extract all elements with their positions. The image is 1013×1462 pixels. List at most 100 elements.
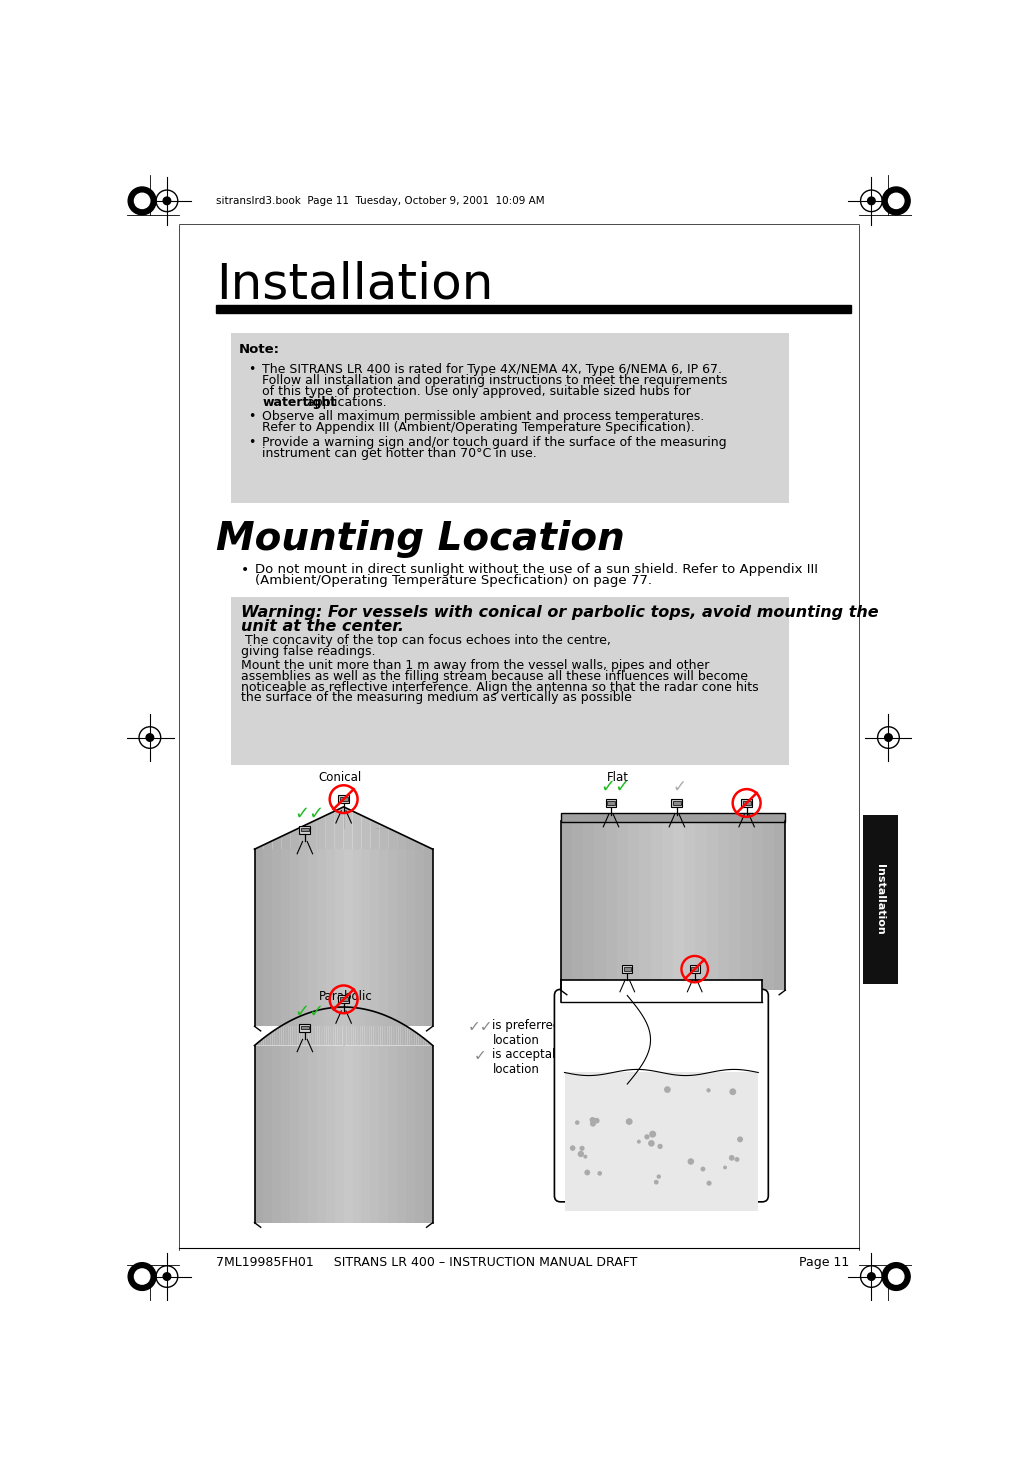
- Polygon shape: [296, 1018, 298, 1045]
- Circle shape: [723, 1165, 727, 1170]
- Circle shape: [648, 1140, 654, 1146]
- Circle shape: [888, 193, 904, 209]
- Circle shape: [583, 1155, 588, 1158]
- Polygon shape: [420, 1035, 422, 1045]
- Text: •: •: [248, 411, 255, 424]
- Polygon shape: [375, 1012, 377, 1045]
- Bar: [353, 849, 362, 1026]
- Polygon shape: [388, 1016, 390, 1045]
- Polygon shape: [328, 1007, 330, 1045]
- Bar: [334, 849, 343, 1026]
- Bar: [353, 1045, 362, 1222]
- Bar: [300, 1023, 310, 1032]
- Text: The concavity of the top can focus echoes into the centre,: The concavity of the top can focus echoe…: [240, 635, 611, 648]
- Polygon shape: [415, 841, 423, 849]
- Bar: [661, 820, 673, 990]
- Polygon shape: [404, 1025, 406, 1045]
- Text: •: •: [248, 363, 255, 376]
- Text: applications.: applications.: [303, 396, 386, 409]
- Text: Mounting Location: Mounting Location: [216, 520, 624, 558]
- Text: Flat: Flat: [607, 770, 629, 784]
- Text: Do not mount in direct sunlight without the use of a sun shield. Refer to Append: Do not mount in direct sunlight without …: [254, 563, 817, 576]
- Bar: [863, 814, 898, 984]
- Bar: [572, 820, 583, 990]
- Circle shape: [626, 1118, 632, 1124]
- Bar: [415, 849, 423, 1026]
- Circle shape: [637, 1140, 641, 1143]
- Text: 7ML19985FH01     SITRANS LR 400 – INSTRUCTION MANUAL DRAFT: 7ML19985FH01 SITRANS LR 400 – INSTRUCTIO…: [216, 1256, 637, 1269]
- Text: Parabolic: Parabolic: [319, 990, 373, 1003]
- Polygon shape: [308, 820, 317, 849]
- Circle shape: [665, 1086, 671, 1094]
- Bar: [696, 820, 707, 990]
- Bar: [718, 820, 729, 990]
- Polygon shape: [289, 1020, 291, 1045]
- Bar: [282, 1045, 290, 1222]
- Circle shape: [729, 1088, 736, 1095]
- Bar: [317, 1045, 326, 1222]
- Polygon shape: [372, 1010, 374, 1045]
- Circle shape: [598, 1171, 602, 1175]
- Polygon shape: [343, 807, 353, 849]
- Text: is acceptable
location: is acceptable location: [492, 1048, 570, 1076]
- Text: The SITRANS LR 400 is rated for Type 4X/NEMA 4X, Type 6/NEMA 6, IP 67.: The SITRANS LR 400 is rated for Type 4X/…: [262, 363, 722, 376]
- Polygon shape: [423, 845, 433, 849]
- Bar: [308, 849, 317, 1026]
- Bar: [334, 1045, 343, 1222]
- Polygon shape: [348, 1007, 349, 1045]
- Bar: [684, 820, 696, 990]
- Text: •: •: [241, 563, 249, 576]
- Bar: [290, 849, 299, 1026]
- Bar: [639, 820, 650, 990]
- Text: watertight: watertight: [262, 396, 336, 409]
- Bar: [371, 1045, 379, 1222]
- Circle shape: [657, 1143, 663, 1149]
- Polygon shape: [317, 1010, 319, 1045]
- Text: sitranslrd3.book  Page 11  Tuesday, October 9, 2001  10:09 AM: sitranslrd3.book Page 11 Tuesday, Octobe…: [216, 196, 544, 206]
- Bar: [606, 800, 617, 807]
- Circle shape: [737, 1136, 744, 1142]
- Polygon shape: [267, 1034, 268, 1045]
- Polygon shape: [323, 1009, 325, 1045]
- Bar: [272, 849, 282, 1026]
- Bar: [362, 1045, 371, 1222]
- Bar: [254, 849, 263, 1026]
- Bar: [299, 1045, 308, 1222]
- Text: Warning: For vessels with conical or parbolic tops, avoid mounting the: Warning: For vessels with conical or par…: [240, 605, 878, 620]
- Bar: [362, 849, 371, 1026]
- Bar: [388, 1045, 397, 1222]
- Polygon shape: [293, 1019, 294, 1045]
- Circle shape: [570, 1145, 575, 1151]
- Circle shape: [882, 187, 910, 215]
- Bar: [607, 801, 615, 804]
- Polygon shape: [317, 816, 326, 849]
- Bar: [560, 820, 572, 990]
- Polygon shape: [282, 832, 290, 849]
- Polygon shape: [425, 1039, 427, 1045]
- Polygon shape: [398, 1022, 400, 1045]
- Polygon shape: [294, 1018, 296, 1045]
- Bar: [742, 800, 752, 807]
- Bar: [379, 1045, 388, 1222]
- Circle shape: [135, 1269, 150, 1284]
- Polygon shape: [344, 1007, 346, 1045]
- Polygon shape: [397, 832, 406, 849]
- Circle shape: [706, 1088, 711, 1092]
- Bar: [707, 820, 718, 990]
- Polygon shape: [368, 1010, 370, 1045]
- Polygon shape: [330, 1007, 332, 1045]
- Polygon shape: [305, 1013, 307, 1045]
- Polygon shape: [270, 1032, 272, 1045]
- Polygon shape: [418, 1034, 420, 1045]
- Bar: [263, 849, 272, 1026]
- Polygon shape: [423, 1038, 425, 1045]
- Circle shape: [700, 1167, 705, 1171]
- Polygon shape: [341, 1007, 342, 1045]
- Circle shape: [163, 1273, 171, 1281]
- Circle shape: [888, 1269, 904, 1284]
- Circle shape: [585, 1170, 591, 1175]
- Polygon shape: [316, 1010, 317, 1045]
- Bar: [673, 820, 684, 990]
- Bar: [326, 1045, 334, 1222]
- Polygon shape: [397, 1020, 398, 1045]
